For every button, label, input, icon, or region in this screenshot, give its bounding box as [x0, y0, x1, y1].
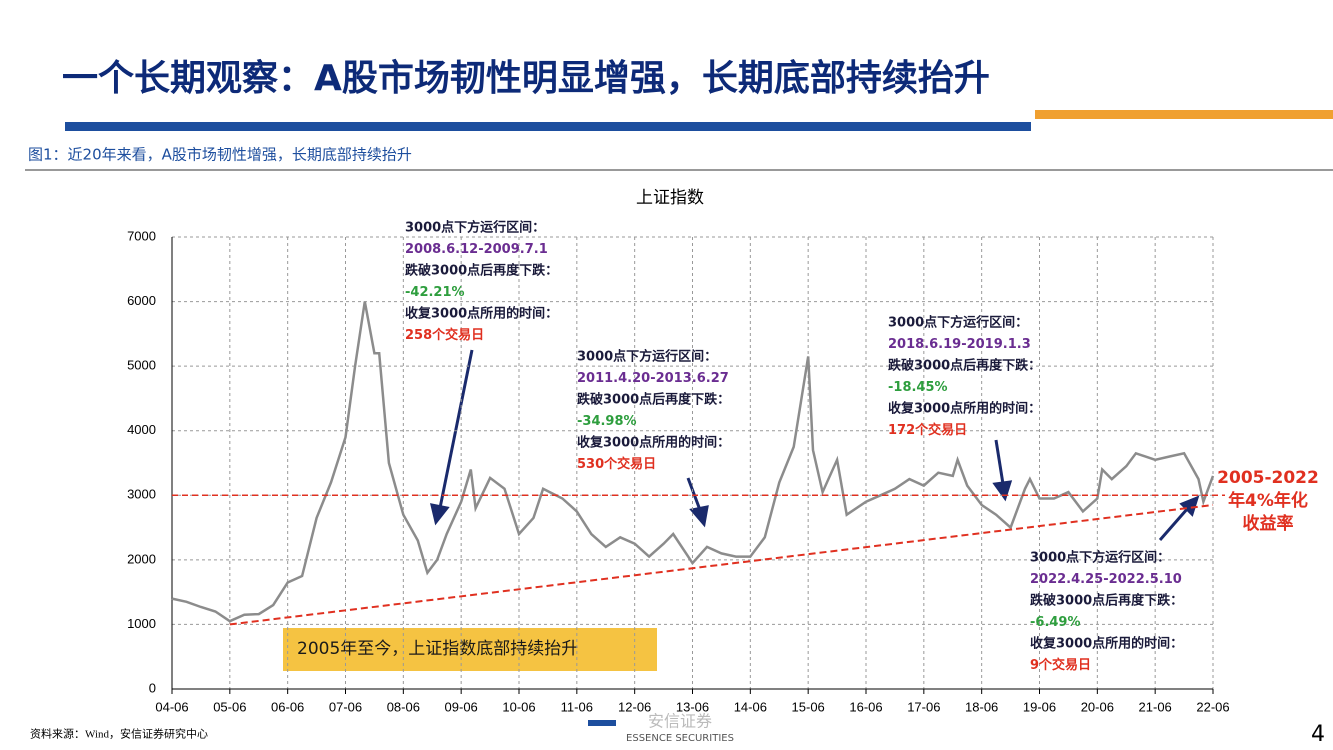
x-tick-label: 08-06 [387, 699, 420, 714]
x-tick-label: 17-06 [907, 699, 940, 714]
annotation-line: 2008.6.12-2009.7.1 [405, 242, 548, 257]
x-tick-label: 16-06 [849, 699, 882, 714]
logo-cn: 安信证券 [648, 712, 712, 731]
annotation-line: -34.98% [577, 414, 637, 429]
x-tick-label: 20-06 [1081, 699, 1114, 714]
x-tick-label: 21-06 [1139, 699, 1172, 714]
annotation-line: 530个交易日 [577, 456, 656, 472]
callout-line: 2005-2022 [1217, 468, 1319, 488]
x-tick-label: 15-06 [792, 699, 825, 714]
y-tick-label: 4000 [127, 422, 156, 437]
annotation-line: -42.21% [405, 285, 465, 300]
page-number: 4 [1311, 722, 1325, 747]
logo-mark [588, 720, 616, 726]
note-text: 2005年至今，上证指数底部持续抬升 [297, 639, 578, 659]
annotation-line: 跌破3000点后再度下跌： [1030, 593, 1183, 609]
annotation-line: 2022.4.25-2022.5.10 [1030, 572, 1182, 587]
y-tick-label: 0 [149, 680, 156, 695]
annotation-line: 3000点下方运行区间： [577, 349, 717, 365]
callout-line: 年4%年化 [1228, 490, 1308, 511]
annotation-line: 9个交易日 [1030, 657, 1091, 673]
figure-caption: 图1：近20年来看，A股市场韧性增强，长期底部持续抬升 [28, 146, 412, 164]
x-tick-label: 18-06 [965, 699, 998, 714]
logo-en: ESSENCE SECURITIES [626, 733, 734, 744]
title-bar [65, 122, 1031, 131]
annotation-line: 3000点下方运行区间： [888, 315, 1028, 331]
x-tick-label: 11-06 [561, 699, 593, 714]
x-tick-label: 13-06 [676, 699, 709, 714]
annotation-line: 3000点下方运行区间： [405, 220, 545, 236]
annotation-line: 2018.6.19-2019.1.3 [888, 337, 1031, 352]
trend-line [229, 503, 1214, 626]
y-tick-label: 2000 [127, 551, 156, 566]
x-tick-label: 10-06 [502, 699, 535, 714]
annotation-line: 跌破3000点后再度下跌： [405, 263, 558, 279]
x-tick-label: 12-06 [618, 699, 651, 714]
x-tick-label: 14-06 [734, 699, 767, 714]
accent-bar [1035, 110, 1333, 119]
annotation-line: 收复3000点所用的时间： [1030, 636, 1183, 652]
annotation-line: 172个交易日 [888, 422, 967, 438]
callout-line: 收益率 [1243, 513, 1294, 534]
y-tick-label: 7000 [127, 228, 156, 243]
x-tick-label: 07-06 [329, 699, 362, 714]
x-tick-label: 05-06 [213, 699, 246, 714]
annotation-line: 收复3000点所用的时间： [577, 435, 730, 451]
x-tick-label: 19-06 [1023, 699, 1056, 714]
chart-title: 上证指数 [636, 188, 704, 208]
y-tick-label: 1000 [127, 616, 156, 631]
x-tick-label: 09-06 [445, 699, 478, 714]
annotation-line: 258个交易日 [405, 327, 484, 343]
slide-title: 一个长期观察：A股市场韧性明显增强，长期底部持续抬升 [62, 58, 990, 99]
x-tick-label: 06-06 [271, 699, 304, 714]
index-line [171, 301, 1215, 623]
source: 资料来源：Wind，安信证券研究中心 [30, 727, 208, 741]
x-tick-label: 22-06 [1196, 699, 1229, 714]
annotation-line: 收复3000点所用的时间： [888, 401, 1041, 417]
annotation-line: -6.49% [1030, 615, 1081, 630]
annotation-line: -18.45% [888, 380, 948, 395]
annotation-line: 2011.4.20-2013.6.27 [577, 371, 729, 386]
y-tick-label: 5000 [127, 358, 156, 373]
arrows [430, 349, 1200, 541]
annotation-line: 跌破3000点后再度下跌： [888, 358, 1041, 374]
x-tick-label: 04-06 [155, 699, 188, 714]
annotation-line: 收复3000点所用的时间： [405, 306, 558, 322]
annotation-line: 3000点下方运行区间： [1030, 550, 1170, 566]
annotation-line: 跌破3000点后再度下跌： [577, 392, 730, 408]
y-tick-label: 3000 [127, 487, 156, 502]
y-tick-label: 6000 [127, 293, 156, 308]
